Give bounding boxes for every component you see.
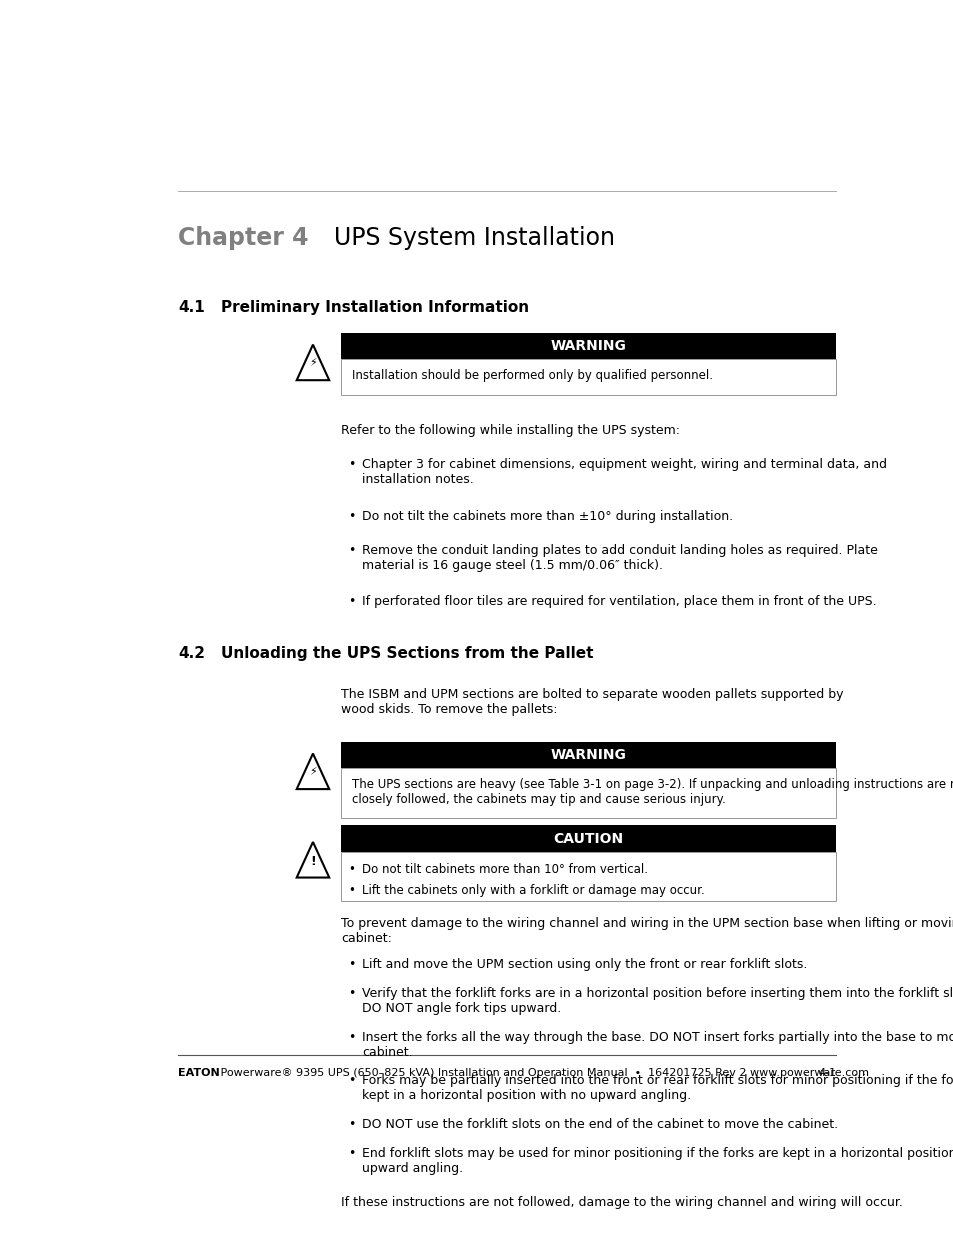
Text: UPS System Installation: UPS System Installation — [334, 226, 614, 251]
Text: 4.2: 4.2 — [178, 646, 205, 662]
Text: Unloading the UPS Sections from the Pallet: Unloading the UPS Sections from the Pall… — [221, 646, 593, 662]
FancyBboxPatch shape — [341, 741, 836, 768]
Text: 4-1: 4-1 — [818, 1068, 836, 1078]
FancyBboxPatch shape — [341, 332, 836, 359]
Text: •: • — [348, 458, 355, 472]
Text: If these instructions are not followed, damage to the wiring channel and wiring : If these instructions are not followed, … — [341, 1197, 902, 1209]
Text: EATON: EATON — [178, 1068, 220, 1078]
Text: •: • — [348, 510, 355, 522]
Text: •: • — [348, 884, 355, 898]
Text: •: • — [348, 1031, 355, 1044]
Text: Do not tilt cabinets more than 10° from vertical.: Do not tilt cabinets more than 10° from … — [361, 863, 647, 877]
Text: Forks may be partially inserted into the front or rear forklift slots for minor : Forks may be partially inserted into the… — [361, 1074, 953, 1103]
Text: Installation should be performed only by qualified personnel.: Installation should be performed only by… — [352, 369, 713, 382]
Text: Refer to the following while installing the UPS system:: Refer to the following while installing … — [341, 424, 679, 437]
Text: Lift and move the UPM section using only the front or rear forklift slots.: Lift and move the UPM section using only… — [361, 958, 806, 972]
Text: •: • — [348, 987, 355, 1000]
Text: Remove the conduit landing plates to add conduit landing holes as required. Plat: Remove the conduit landing plates to add… — [361, 543, 877, 572]
Polygon shape — [296, 345, 329, 380]
Text: WARNING: WARNING — [550, 748, 626, 762]
Text: ⚡: ⚡ — [309, 767, 316, 777]
Text: •: • — [348, 863, 355, 877]
Text: Do not tilt the cabinets more than ±10° during installation.: Do not tilt the cabinets more than ±10° … — [361, 510, 732, 522]
Text: •: • — [348, 1118, 355, 1131]
Text: Verify that the forklift forks are in a horizontal position before inserting the: Verify that the forklift forks are in a … — [361, 987, 953, 1015]
Text: Powerware® 9395 UPS (650–825 kVA) Installation and Operation Manual  •  16420172: Powerware® 9395 UPS (650–825 kVA) Instal… — [216, 1068, 868, 1078]
FancyBboxPatch shape — [341, 852, 836, 902]
Text: !: ! — [310, 855, 315, 868]
Text: Insert the forks all the way through the base. DO NOT insert forks partially int: Insert the forks all the way through the… — [361, 1031, 953, 1058]
Text: ⚡: ⚡ — [309, 358, 316, 368]
FancyBboxPatch shape — [341, 825, 836, 852]
Text: To prevent damage to the wiring channel and wiring in the UPM section base when : To prevent damage to the wiring channel … — [341, 916, 953, 945]
Polygon shape — [296, 842, 329, 878]
Text: •: • — [348, 958, 355, 972]
Text: CAUTION: CAUTION — [553, 831, 623, 846]
Polygon shape — [296, 753, 329, 789]
Text: •: • — [348, 543, 355, 557]
Text: •: • — [348, 595, 355, 608]
Text: WARNING: WARNING — [550, 338, 626, 353]
Text: If perforated floor tiles are required for ventilation, place them in front of t: If perforated floor tiles are required f… — [361, 595, 876, 608]
Text: Preliminary Installation Information: Preliminary Installation Information — [221, 300, 529, 315]
FancyBboxPatch shape — [341, 768, 836, 818]
Text: The ISBM and UPM sections are bolted to separate wooden pallets supported by
woo: The ISBM and UPM sections are bolted to … — [341, 688, 842, 716]
Text: The UPS sections are heavy (see Table 3-1 on page 3-2). If unpacking and unloadi: The UPS sections are heavy (see Table 3-… — [352, 778, 953, 805]
Text: Lift the cabinets only with a forklift or damage may occur.: Lift the cabinets only with a forklift o… — [361, 884, 703, 898]
Text: End forklift slots may be used for minor positioning if the forks are kept in a : End forklift slots may be used for minor… — [361, 1147, 953, 1174]
Text: Chapter 4: Chapter 4 — [178, 226, 309, 251]
Text: DO NOT use the forklift slots on the end of the cabinet to move the cabinet.: DO NOT use the forklift slots on the end… — [361, 1118, 837, 1131]
Text: Chapter 3 for cabinet dimensions, equipment weight, wiring and terminal data, an: Chapter 3 for cabinet dimensions, equipm… — [361, 458, 886, 487]
Text: •: • — [348, 1074, 355, 1088]
Text: •: • — [348, 1147, 355, 1160]
FancyBboxPatch shape — [341, 359, 836, 395]
Text: 4.1: 4.1 — [178, 300, 205, 315]
